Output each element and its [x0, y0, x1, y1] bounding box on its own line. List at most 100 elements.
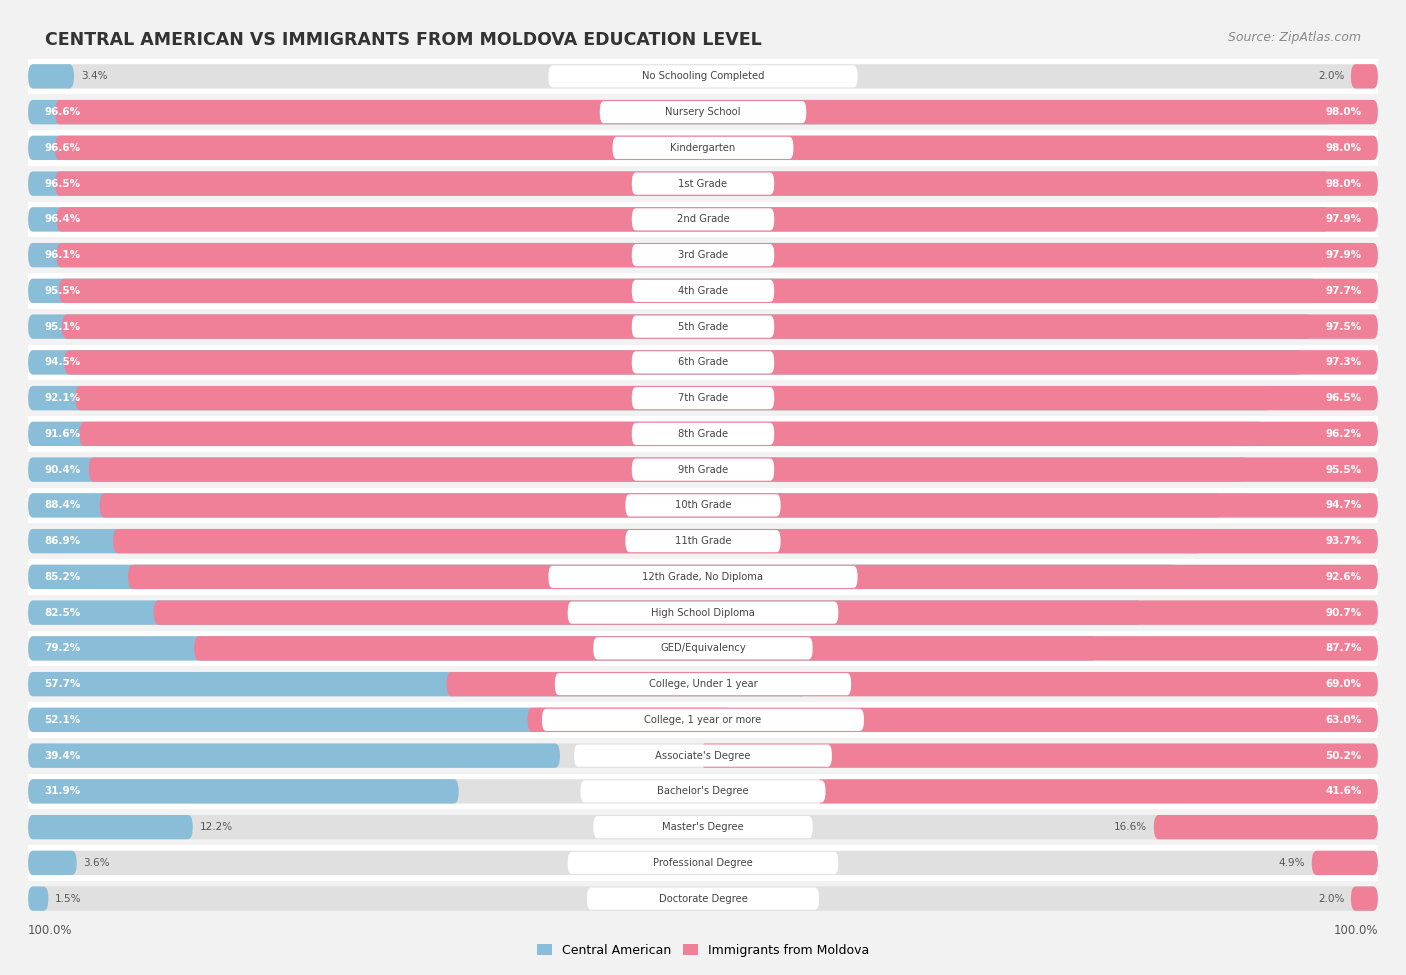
Text: 85.2%: 85.2%: [45, 572, 80, 582]
Text: 96.5%: 96.5%: [45, 178, 80, 188]
FancyBboxPatch shape: [548, 65, 858, 88]
Text: 2.0%: 2.0%: [1317, 894, 1344, 904]
FancyBboxPatch shape: [28, 386, 1271, 410]
Text: 6th Grade: 6th Grade: [678, 358, 728, 368]
FancyBboxPatch shape: [28, 708, 731, 732]
FancyBboxPatch shape: [28, 279, 1378, 303]
FancyBboxPatch shape: [28, 422, 1264, 446]
FancyBboxPatch shape: [28, 58, 1378, 95]
FancyBboxPatch shape: [28, 279, 1317, 303]
FancyBboxPatch shape: [568, 852, 838, 874]
FancyBboxPatch shape: [574, 745, 832, 766]
FancyBboxPatch shape: [613, 136, 793, 159]
Text: 92.6%: 92.6%: [1326, 572, 1361, 582]
FancyBboxPatch shape: [28, 744, 560, 767]
Text: 31.9%: 31.9%: [45, 787, 80, 797]
Text: 69.0%: 69.0%: [1326, 680, 1361, 689]
FancyBboxPatch shape: [28, 208, 1378, 231]
FancyBboxPatch shape: [28, 708, 1378, 732]
FancyBboxPatch shape: [59, 279, 1378, 303]
FancyBboxPatch shape: [28, 845, 1378, 880]
Text: Kindergarten: Kindergarten: [671, 143, 735, 153]
FancyBboxPatch shape: [28, 559, 1378, 595]
FancyBboxPatch shape: [28, 130, 1378, 166]
FancyBboxPatch shape: [28, 779, 458, 803]
FancyBboxPatch shape: [631, 244, 775, 266]
Text: 90.7%: 90.7%: [1326, 607, 1361, 617]
FancyBboxPatch shape: [28, 237, 1378, 273]
Text: 7th Grade: 7th Grade: [678, 393, 728, 403]
FancyBboxPatch shape: [79, 422, 1378, 446]
Text: 1.5%: 1.5%: [55, 894, 82, 904]
FancyBboxPatch shape: [28, 886, 48, 911]
FancyBboxPatch shape: [89, 457, 1378, 482]
FancyBboxPatch shape: [28, 273, 1378, 309]
Text: 8th Grade: 8th Grade: [678, 429, 728, 439]
Text: 94.5%: 94.5%: [45, 358, 80, 368]
Text: 87.7%: 87.7%: [1326, 644, 1361, 653]
Text: 12.2%: 12.2%: [200, 822, 232, 832]
FancyBboxPatch shape: [28, 100, 1331, 124]
Text: 82.5%: 82.5%: [45, 607, 80, 617]
Text: 4.9%: 4.9%: [1278, 858, 1305, 868]
Text: 57.7%: 57.7%: [45, 680, 80, 689]
FancyBboxPatch shape: [28, 595, 1378, 631]
FancyBboxPatch shape: [631, 280, 775, 302]
FancyBboxPatch shape: [28, 380, 1378, 416]
FancyBboxPatch shape: [28, 344, 1378, 380]
Text: 98.0%: 98.0%: [1326, 178, 1361, 188]
Text: No Schooling Completed: No Schooling Completed: [641, 71, 765, 81]
FancyBboxPatch shape: [631, 316, 775, 337]
FancyBboxPatch shape: [28, 208, 1329, 231]
Text: 96.1%: 96.1%: [45, 251, 80, 260]
FancyBboxPatch shape: [28, 202, 1378, 237]
Text: 39.4%: 39.4%: [45, 751, 80, 760]
FancyBboxPatch shape: [28, 350, 1378, 374]
FancyBboxPatch shape: [28, 666, 1378, 702]
FancyBboxPatch shape: [631, 423, 775, 445]
FancyBboxPatch shape: [543, 709, 863, 731]
Text: 97.7%: 97.7%: [1326, 286, 1361, 295]
FancyBboxPatch shape: [28, 243, 1378, 267]
Text: College, 1 year or more: College, 1 year or more: [644, 715, 762, 724]
FancyBboxPatch shape: [568, 602, 838, 624]
Text: 94.7%: 94.7%: [1326, 500, 1361, 510]
Text: 96.5%: 96.5%: [1326, 393, 1361, 403]
FancyBboxPatch shape: [100, 493, 1378, 518]
Text: 3.4%: 3.4%: [80, 71, 107, 81]
FancyBboxPatch shape: [28, 457, 1378, 482]
Text: 2nd Grade: 2nd Grade: [676, 214, 730, 224]
FancyBboxPatch shape: [1351, 886, 1378, 911]
Text: 16.6%: 16.6%: [1114, 822, 1147, 832]
FancyBboxPatch shape: [28, 637, 1378, 660]
Text: 97.9%: 97.9%: [1326, 214, 1361, 224]
FancyBboxPatch shape: [56, 243, 1378, 267]
FancyBboxPatch shape: [817, 779, 1378, 803]
FancyBboxPatch shape: [548, 566, 858, 588]
FancyBboxPatch shape: [28, 136, 1331, 160]
Text: 3.6%: 3.6%: [83, 858, 110, 868]
Text: 98.0%: 98.0%: [1326, 143, 1361, 153]
Text: 86.9%: 86.9%: [45, 536, 80, 546]
FancyBboxPatch shape: [28, 601, 1142, 625]
FancyBboxPatch shape: [28, 529, 1378, 553]
FancyBboxPatch shape: [527, 708, 1378, 732]
Text: 1st Grade: 1st Grade: [679, 178, 727, 188]
FancyBboxPatch shape: [1312, 851, 1378, 875]
Text: 95.5%: 95.5%: [45, 286, 80, 295]
FancyBboxPatch shape: [28, 851, 1378, 875]
FancyBboxPatch shape: [28, 815, 193, 839]
FancyBboxPatch shape: [555, 673, 851, 695]
Text: 97.9%: 97.9%: [1326, 251, 1361, 260]
FancyBboxPatch shape: [112, 529, 1378, 553]
FancyBboxPatch shape: [28, 350, 1303, 374]
FancyBboxPatch shape: [28, 637, 1097, 660]
Text: Master's Degree: Master's Degree: [662, 822, 744, 832]
FancyBboxPatch shape: [28, 457, 1249, 482]
Text: 96.4%: 96.4%: [45, 214, 80, 224]
FancyBboxPatch shape: [28, 64, 75, 89]
FancyBboxPatch shape: [28, 100, 1378, 124]
FancyBboxPatch shape: [28, 809, 1378, 845]
FancyBboxPatch shape: [28, 672, 1378, 696]
Text: Source: ZipAtlas.com: Source: ZipAtlas.com: [1227, 31, 1361, 44]
